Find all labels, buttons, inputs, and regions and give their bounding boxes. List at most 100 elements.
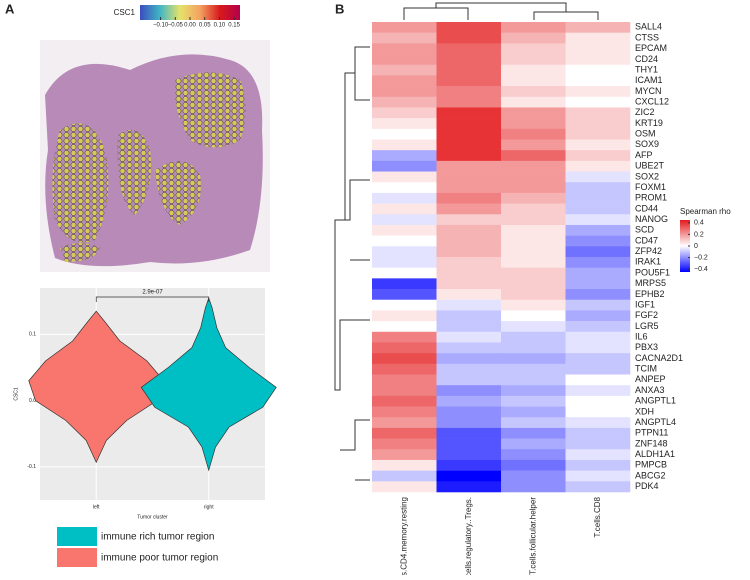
heatmap-cell	[372, 171, 437, 183]
heatmap-cell	[436, 107, 502, 119]
row-label: PROM1	[635, 193, 667, 203]
heatmap-cell	[436, 374, 502, 386]
row-label: IL6	[635, 331, 648, 341]
violin	[28, 310, 165, 464]
row-label: ANXA3	[635, 385, 665, 395]
heatmap-cell	[436, 289, 502, 301]
x-axis-label: Tumor cluster	[137, 514, 168, 520]
row-label: CACNA2D1	[635, 353, 683, 363]
row-label: KRT19	[635, 118, 663, 128]
row-label: SOX9	[635, 139, 659, 149]
heatmap-cell	[372, 395, 437, 407]
x-tick-label: left	[93, 504, 100, 510]
heatmap-cell	[436, 459, 502, 471]
colorbar-tick-label: −0.10	[153, 23, 169, 29]
heatmap-cell	[372, 118, 437, 130]
heatmap-cell	[436, 128, 502, 140]
heatmap-cell	[501, 171, 566, 183]
heatmap-cell	[565, 139, 631, 151]
heatmap-cell	[565, 43, 631, 55]
heatmap-cell	[372, 427, 437, 439]
heatmap-cell	[501, 257, 566, 268]
heatmap-cell	[501, 150, 566, 162]
heatmap-cell	[565, 214, 631, 226]
heatmap-cell	[436, 235, 502, 247]
heatmap-cell	[565, 192, 631, 204]
heatmap-cell	[436, 342, 502, 354]
heatmap-cell	[501, 160, 566, 172]
row-label: OSM	[635, 129, 656, 139]
heatmap-cell	[436, 32, 502, 44]
row-label: THY1	[635, 64, 658, 74]
heatmap-cell	[372, 331, 437, 343]
heatmap-cell	[501, 22, 566, 33]
heatmap-cell	[436, 267, 502, 279]
heatmap-cell	[436, 86, 502, 98]
column-label: T.cells.regulatory..Tregs.	[464, 497, 473, 575]
heatmap-cell	[436, 75, 502, 87]
colorbar-tick-label: 0.05	[199, 23, 211, 29]
heatmap-cell	[565, 363, 631, 375]
heatmap-cell	[372, 363, 437, 375]
heatmap-cell	[372, 417, 437, 429]
colorbar-tick-label: 0.2	[694, 231, 704, 238]
heatmap-cell	[372, 353, 437, 365]
heatmap-cell	[565, 353, 631, 365]
colorbar-tick-label: −0.05	[168, 23, 184, 29]
column-label: T.cells.CD8	[593, 496, 602, 537]
colorbar-tick-label: −0.2	[694, 254, 708, 261]
heatmap-cell	[565, 395, 631, 407]
row-label: ANPEP	[635, 374, 666, 384]
heatmap-cell	[501, 118, 566, 130]
row-label: UBE2T	[635, 161, 665, 171]
colorbar-title: CSC1	[114, 8, 136, 17]
heatmap-cell	[436, 363, 502, 375]
row-label: ZFP42	[635, 246, 662, 256]
row-label: PTPN11	[635, 428, 668, 438]
heatmap-cell	[372, 150, 437, 162]
heatmap-cell	[372, 385, 437, 397]
heatmap-cell	[501, 43, 566, 55]
heatmap-cell	[436, 214, 502, 226]
heatmap-cell	[372, 321, 437, 333]
x-tick-label: right	[204, 504, 214, 510]
heatmap-cell	[436, 171, 502, 183]
legend-swatch	[57, 548, 97, 567]
heatmap-cell	[501, 139, 566, 151]
heatmap-cell	[565, 470, 631, 482]
heatmap-cell	[436, 406, 502, 418]
heatmap-cell	[436, 257, 502, 268]
heatmap-cell	[436, 192, 502, 204]
heatmap-cell	[501, 417, 566, 429]
colorbar-tick-label: 0.15	[228, 23, 240, 29]
heatmap-cell	[565, 257, 631, 268]
heatmap-cell	[436, 150, 502, 162]
heatmap-cell	[372, 160, 437, 172]
row-label: ICAM1	[635, 75, 663, 85]
annotation: 2.9e-07	[142, 290, 163, 296]
heatmap-cell	[565, 278, 631, 290]
row-label: CD47	[635, 235, 658, 245]
heatmap-cell	[372, 374, 437, 386]
row-label: ANGPTL4	[635, 417, 676, 427]
heatmap-cell	[501, 192, 566, 204]
heatmap-cell	[565, 171, 631, 183]
y-tick-label: 0.0	[29, 398, 36, 404]
heatmap-cell	[372, 438, 437, 450]
row-label: SCD	[635, 225, 655, 235]
row-label: PBX3	[635, 342, 658, 352]
heatmap-cell	[565, 22, 631, 33]
heatmap-cell	[372, 139, 437, 151]
legend-title: Spearman rho	[680, 207, 731, 216]
heatmap-cell	[501, 331, 566, 343]
heatmap-cell	[565, 267, 631, 279]
heatmap-cell	[501, 321, 566, 333]
heatmap-cell	[436, 54, 502, 66]
heatmap-cell	[501, 203, 566, 215]
heatmap-cell	[436, 417, 502, 429]
heatmap-cell	[565, 449, 631, 461]
colorbar-tick-label: 0.00	[184, 23, 196, 29]
heatmap-cell	[501, 459, 566, 471]
heatmap-cell	[565, 438, 631, 450]
